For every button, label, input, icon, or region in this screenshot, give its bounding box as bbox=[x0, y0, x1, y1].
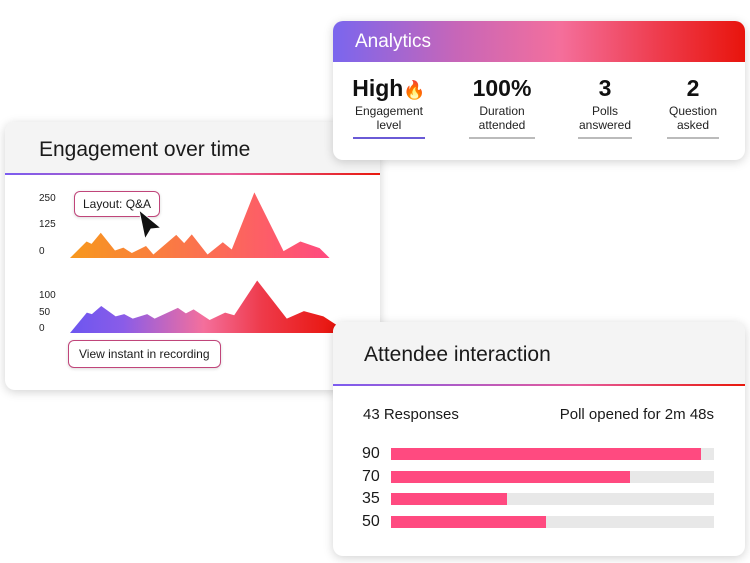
bar-fill bbox=[391, 470, 631, 483]
bar-label: 50 bbox=[362, 512, 380, 530]
analytics-title: Analytics bbox=[355, 31, 432, 52]
stat-label: Polls answered bbox=[578, 104, 632, 132]
stat-value: 100% bbox=[472, 75, 532, 101]
stat-underline bbox=[667, 137, 719, 139]
bar-track bbox=[391, 448, 714, 460]
gradient-divider bbox=[5, 173, 380, 175]
stat-value: 2 bbox=[686, 75, 700, 101]
y-tick: 100 bbox=[39, 290, 56, 301]
bar-label: 90 bbox=[362, 445, 380, 462]
engagement-card: Engagement over time 250 125 0 100 50 0 … bbox=[5, 122, 380, 390]
engagement-charts bbox=[70, 192, 337, 333]
attendee-title: Attendee interaction bbox=[364, 343, 551, 366]
stat-value: 3 bbox=[598, 75, 612, 101]
stat-duration: 100% Duration attended bbox=[457, 75, 547, 139]
stat-label: Duration attended bbox=[478, 104, 526, 132]
layout-tooltip: Layout: Q&A bbox=[74, 191, 161, 217]
cursor-icon bbox=[138, 208, 163, 241]
attendee-header: Attendee interaction bbox=[333, 322, 745, 386]
responses-count: 43 Responses bbox=[363, 406, 459, 423]
engagement-title: Engagement over time bbox=[39, 138, 251, 161]
gradient-divider bbox=[333, 384, 745, 386]
area-series-2 bbox=[70, 280, 337, 333]
view-instant-button[interactable]: View instant in recording bbox=[68, 340, 221, 368]
bar-fill bbox=[391, 448, 702, 460]
y-tick: 250 bbox=[39, 193, 56, 204]
stat-underline bbox=[469, 137, 535, 139]
stat-label: Engagement level bbox=[354, 104, 424, 132]
engagement-header: Engagement over time bbox=[5, 122, 380, 175]
bar-label: 35 bbox=[362, 490, 380, 507]
y-tick: 50 bbox=[39, 307, 51, 318]
bar-fill bbox=[391, 515, 547, 528]
stat-underline bbox=[353, 137, 425, 139]
bar-track bbox=[391, 470, 714, 483]
stat-underline bbox=[578, 137, 632, 139]
bar-fill bbox=[391, 493, 508, 505]
bar-label: 70 bbox=[362, 467, 380, 485]
bar-track bbox=[391, 515, 714, 528]
analytics-card: Analytics High🔥 Engagement level 100% Dur… bbox=[333, 21, 745, 160]
area-series-1 bbox=[70, 192, 330, 258]
y-tick: 0 bbox=[39, 246, 45, 257]
stat-questions: 2 Question asked bbox=[655, 75, 731, 139]
stat-polls: 3 Polls answered bbox=[565, 75, 645, 139]
attendee-interaction-card: Attendee interaction 43 Responses Poll o… bbox=[333, 322, 745, 556]
y-tick: 125 bbox=[39, 219, 56, 230]
stat-value: High bbox=[352, 75, 404, 101]
stat-label: Question asked bbox=[668, 104, 718, 132]
y-tick: 0 bbox=[39, 323, 45, 334]
stat-engagement-level: High🔥 Engagement level bbox=[345, 75, 433, 139]
analytics-header: Analytics bbox=[333, 21, 745, 62]
poll-duration: Poll opened for 2m 48s bbox=[559, 406, 714, 423]
bar-track bbox=[391, 493, 714, 505]
fire-icon: 🔥 bbox=[403, 80, 426, 100]
